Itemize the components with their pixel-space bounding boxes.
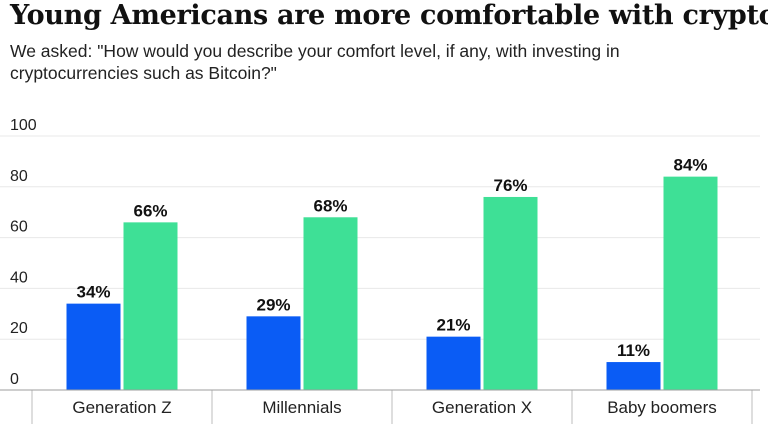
bar-series2: [483, 196, 538, 390]
y-tick-label: 60: [10, 219, 28, 236]
y-tick-label: 100: [10, 117, 37, 134]
y-tick-label: 0: [10, 371, 19, 388]
bar-series1: [426, 336, 481, 390]
x-axis: Generation Z Millennials Generation X Baby …: [0, 389, 760, 424]
y-axis: 0 20 40 60 80 100: [10, 117, 37, 388]
chart-subtitle: We asked: "How would you describe your c…: [10, 41, 620, 83]
data-label: 66%: [133, 201, 167, 220]
data-label: 21%: [436, 316, 470, 335]
bar-series1: [246, 316, 301, 390]
data-label: 34%: [76, 283, 110, 302]
data-label: 29%: [256, 295, 290, 314]
bar-series2: [663, 176, 718, 390]
x-tick-label: Millennials: [262, 398, 341, 417]
data-label: 68%: [313, 196, 347, 215]
bar-series1: [606, 362, 661, 390]
y-tick-label: 20: [10, 320, 28, 337]
x-tick-label: Baby boomers: [607, 398, 717, 417]
data-label: 76%: [493, 176, 527, 195]
y-tick-label: 40: [10, 269, 28, 286]
data-label: 84%: [673, 156, 707, 175]
bar-series2: [123, 222, 178, 390]
data-labels: 34% 66% 29% 68% 21% 76% 11% 84%: [76, 156, 707, 360]
bar-series2: [303, 217, 358, 390]
chart-title: Young Americans are more comfortable wit…: [10, 0, 768, 31]
x-tick-label: Generation X: [432, 398, 532, 417]
x-tick-label: Generation Z: [72, 398, 171, 417]
y-tick-label: 80: [10, 168, 28, 185]
bar-series1: [66, 303, 121, 390]
data-label: 11%: [617, 341, 650, 360]
bars: [66, 176, 718, 390]
